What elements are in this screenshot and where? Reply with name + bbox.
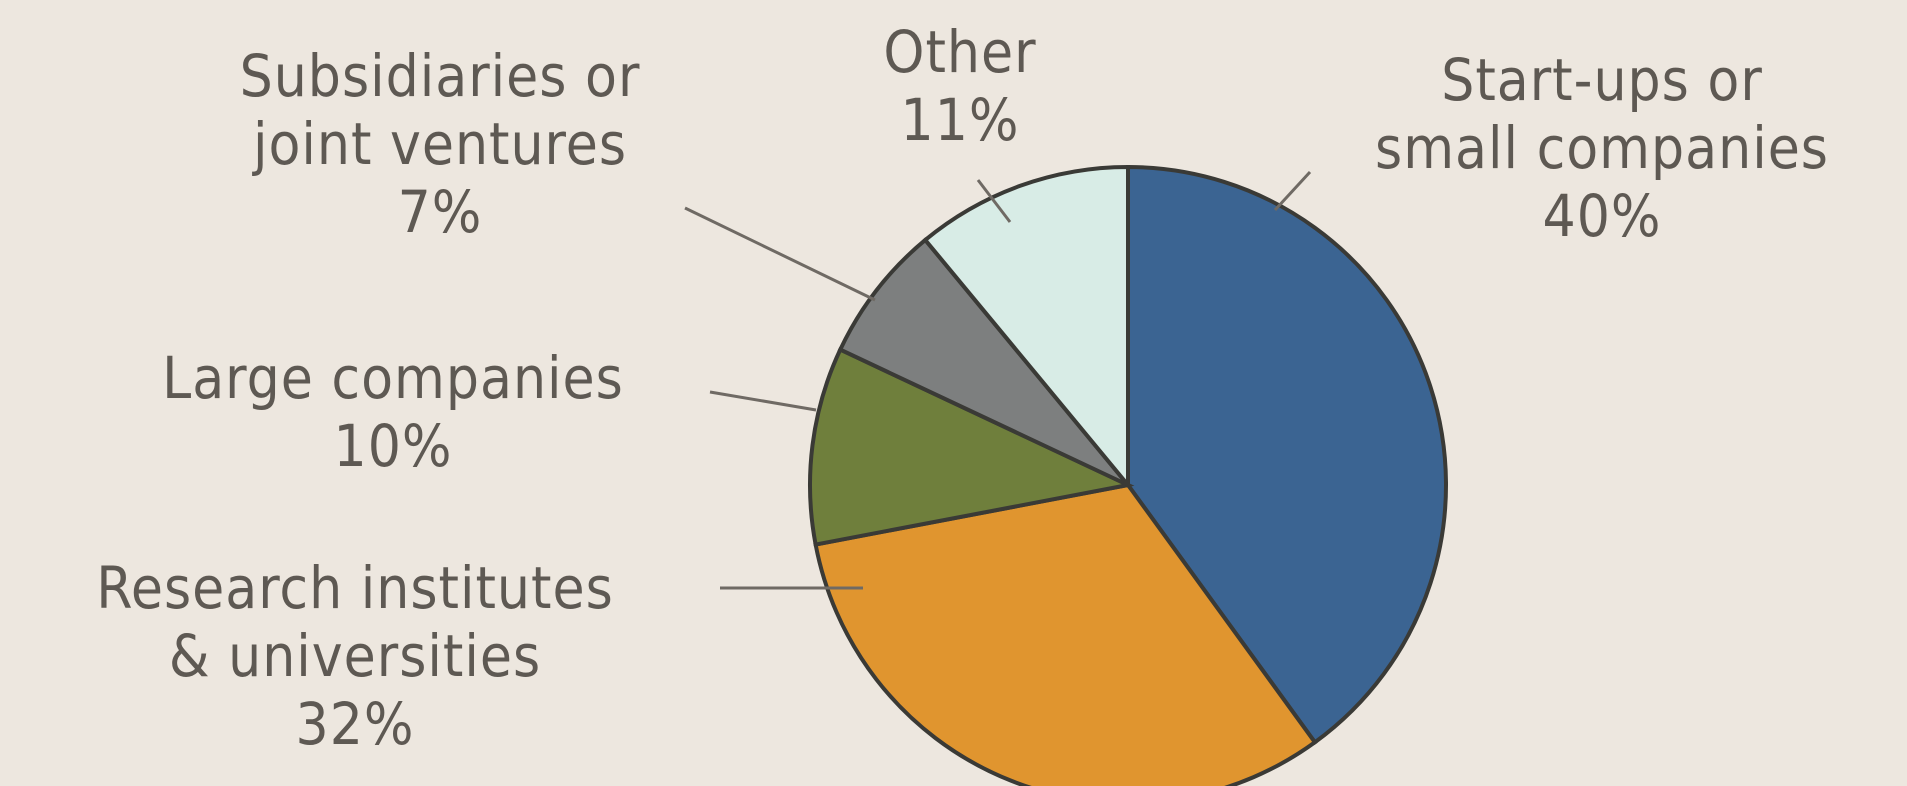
leaders-layer <box>684 170 1312 590</box>
slice-value-label-1: 32% <box>296 690 415 758</box>
slice-value-label-3: 7% <box>398 178 483 246</box>
slice-value-label-2: 10% <box>334 412 453 480</box>
slice-name-line-1-0: Research institutes <box>96 554 614 622</box>
slice-label-4: Other 11% <box>883 18 1036 154</box>
slice-name-line-0-0: Start-ups or <box>1441 46 1763 114</box>
slice-name-line-3-0: Subsidiaries or <box>240 42 641 110</box>
slice-label-1: Research institutes & universities 32% <box>96 554 614 758</box>
slice-label-3: Subsidiaries or joint ventures 7% <box>240 42 641 246</box>
slice-name-line-2-0: Large companies <box>162 344 624 412</box>
slice-label-2: Large companies 10% <box>162 344 624 480</box>
slice-name-line-4-0: Other <box>883 18 1036 86</box>
slice-value-label-0: 40% <box>1543 182 1662 250</box>
pie-slice-0 <box>1126 164 1448 746</box>
pie-slice-1 <box>813 482 1318 786</box>
leader-line-4 <box>976 179 1012 223</box>
leader-line-0 <box>1273 170 1312 212</box>
slice-value-label-4: 11% <box>901 86 1020 154</box>
slice-label-0: Start-ups or small companies 40% <box>1375 46 1829 250</box>
slice-name-line-0-1: small companies <box>1375 114 1829 182</box>
slice-name-line-1-1: & universities <box>169 622 541 690</box>
leader-line-3 <box>684 206 876 302</box>
pie-slice-3 <box>837 237 1130 487</box>
slices-layer <box>808 164 1448 786</box>
slice-name-line-3-1: joint ventures <box>252 110 627 178</box>
pie-slice-4 <box>922 164 1130 491</box>
labels-layer: Start-ups or small companies 40% Research i… <box>96 18 1829 758</box>
pie-slice-2 <box>808 346 1135 547</box>
leader-line-2 <box>709 390 817 412</box>
